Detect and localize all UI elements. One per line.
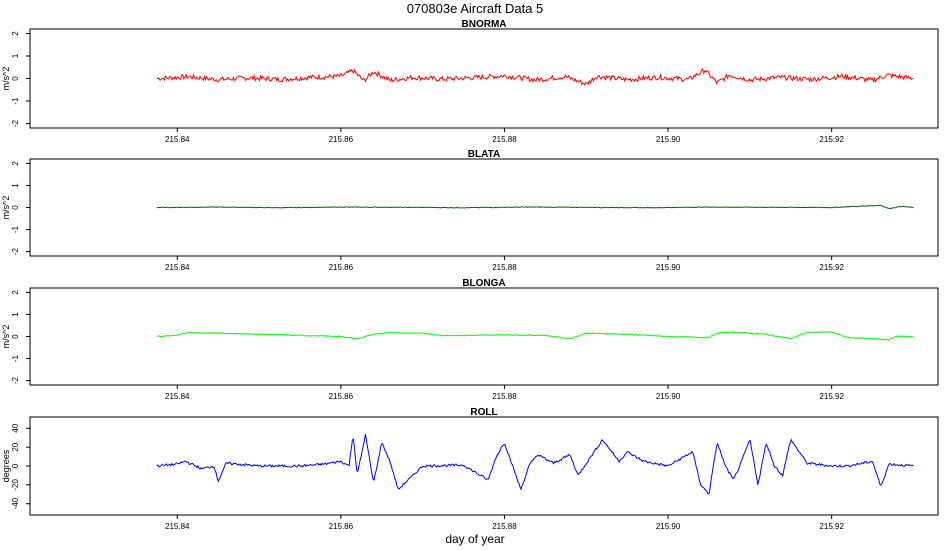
y-tick-label: 1 [11,53,20,58]
x-tick-label: 215.86 [329,522,354,531]
x-tick-label: 215.90 [656,392,681,401]
panel-title: BNORMA [462,19,507,30]
panel-blonga: BLONGA m/s^2 215.84 215.86 215.88 215.90 215.9… [1,278,939,401]
figure-title: 070803e Aircraft Data 5 [407,1,544,16]
x-tick-label: 215.92 [819,392,844,401]
panel-blata: BLATA m/s^2 215.84 215.86 215.88 215.90 215.92… [1,149,939,272]
y-axis-label: m/s^2 [1,196,11,220]
series-line-blata [156,204,914,210]
y-tick-label: -1 [11,354,20,362]
panel-title: ROLL [470,407,497,418]
y-tick-label: -2 [11,119,20,127]
series-line-blonga [156,331,914,341]
y-tick-label: -1 [11,97,20,105]
y-tick-label: 1 [11,183,20,188]
y-axis-label: degrees [1,449,11,482]
x-tick-label: 215.84 [165,392,190,401]
x-tick-label: 215.84 [165,263,190,272]
plot-frame [29,416,939,516]
panel-roll: ROLL degrees 215.84 215.86 215.88 215.90 215.9… [1,407,939,531]
panel-title: BLONGA [462,278,505,289]
plot-frame [29,287,939,386]
x-tick-label: 215.90 [656,522,681,531]
y-tick-label: 2 [11,290,20,295]
y-axis-label: m/s^2 [1,67,11,91]
series-line-bnorma [156,68,914,86]
y-tick-label: 2 [11,161,20,166]
y-tick-label: -40 [11,497,20,509]
y-tick-label: -2 [11,247,20,255]
x-axis-label: day of year [445,532,504,546]
panel-title: BLATA [468,149,500,160]
y-tick-label: 2 [11,31,20,36]
x-tick-label: 215.84 [165,522,190,531]
panel-bnorma: BNORMA m/s^2 215.84 215.86 215.88 215.90 215.9… [1,19,939,144]
y-tick-label: 40 [11,423,20,432]
y-tick-label: 1 [11,312,20,317]
x-tick-label: 215.88 [492,263,517,272]
y-tick-label: 0 [11,334,20,339]
x-tick-label: 215.92 [819,135,844,144]
x-tick-label: 215.84 [165,135,190,144]
x-tick-label: 215.92 [819,522,844,531]
x-tick-label: 215.86 [329,263,354,272]
y-tick-label: 0 [11,463,20,468]
x-tick-label: 215.92 [819,263,844,272]
x-tick-label: 215.90 [656,135,681,144]
x-tick-label: 215.88 [492,522,517,531]
y-tick-label: 0 [11,76,20,81]
y-tick-label: 0 [11,205,20,210]
x-tick-label: 215.88 [492,392,517,401]
y-tick-label: 20 [11,442,20,451]
y-axis-label: m/s^2 [1,325,11,349]
x-tick-label: 215.86 [329,392,354,401]
x-tick-label: 215.90 [656,263,681,272]
x-tick-label: 215.88 [492,135,517,144]
y-tick-label: -20 [11,479,20,491]
series-line-roll [156,434,914,495]
x-tick-label: 215.86 [329,135,354,144]
y-tick-label: -2 [11,376,20,384]
y-tick-label: -1 [11,225,20,233]
